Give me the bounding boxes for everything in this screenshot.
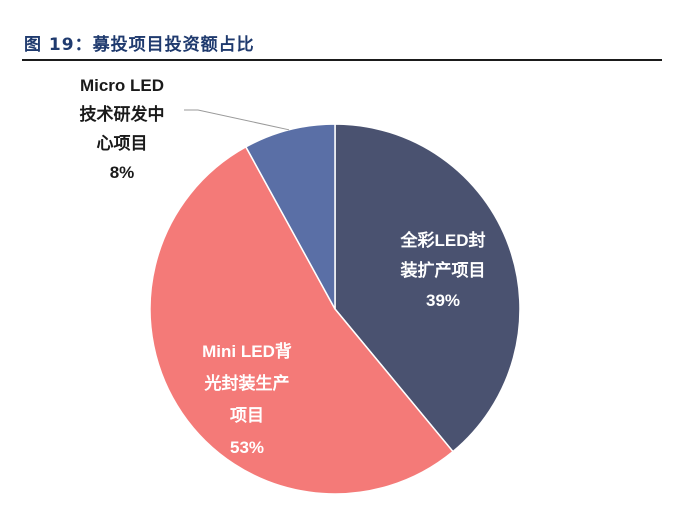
slice-label-line-1-2: 项目: [230, 406, 264, 425]
slice-label-1: Mini LED背光封装生产项目 53%: [202, 341, 292, 457]
slice-label-line-2-1: 技术研发中: [80, 104, 165, 124]
pie-slice-0: [334, 123, 521, 453]
slice-percent-2: 8%: [110, 163, 135, 182]
slice-label-line-0-1: 装扩产项目: [400, 260, 486, 280]
slice-label-line-0-0: 全彩LED封: [400, 230, 486, 250]
figure-title: 图 19：募投项目投资额占比: [24, 35, 255, 55]
slice-label-2: Micro LED 技术研发中心项目 8%: [80, 76, 165, 182]
slice-percent-0: 39%: [426, 291, 460, 310]
slice-label-line-2-2: 心项目: [97, 134, 148, 153]
pie-slice-2: [244, 123, 336, 310]
slice-label-line-1-0: Mini LED背: [202, 341, 292, 361]
slice-label-line-1-1: 光封装生产: [204, 373, 290, 393]
title-divider: [22, 59, 662, 61]
leader-line-2: [184, 109, 290, 131]
slice-label-0: 全彩LED封装扩产项目 39%: [400, 230, 486, 310]
slice-percent-1: 53%: [230, 438, 264, 457]
pie-slice-1: [149, 145, 454, 495]
slice-label-line-2-0: Micro LED: [80, 76, 164, 95]
